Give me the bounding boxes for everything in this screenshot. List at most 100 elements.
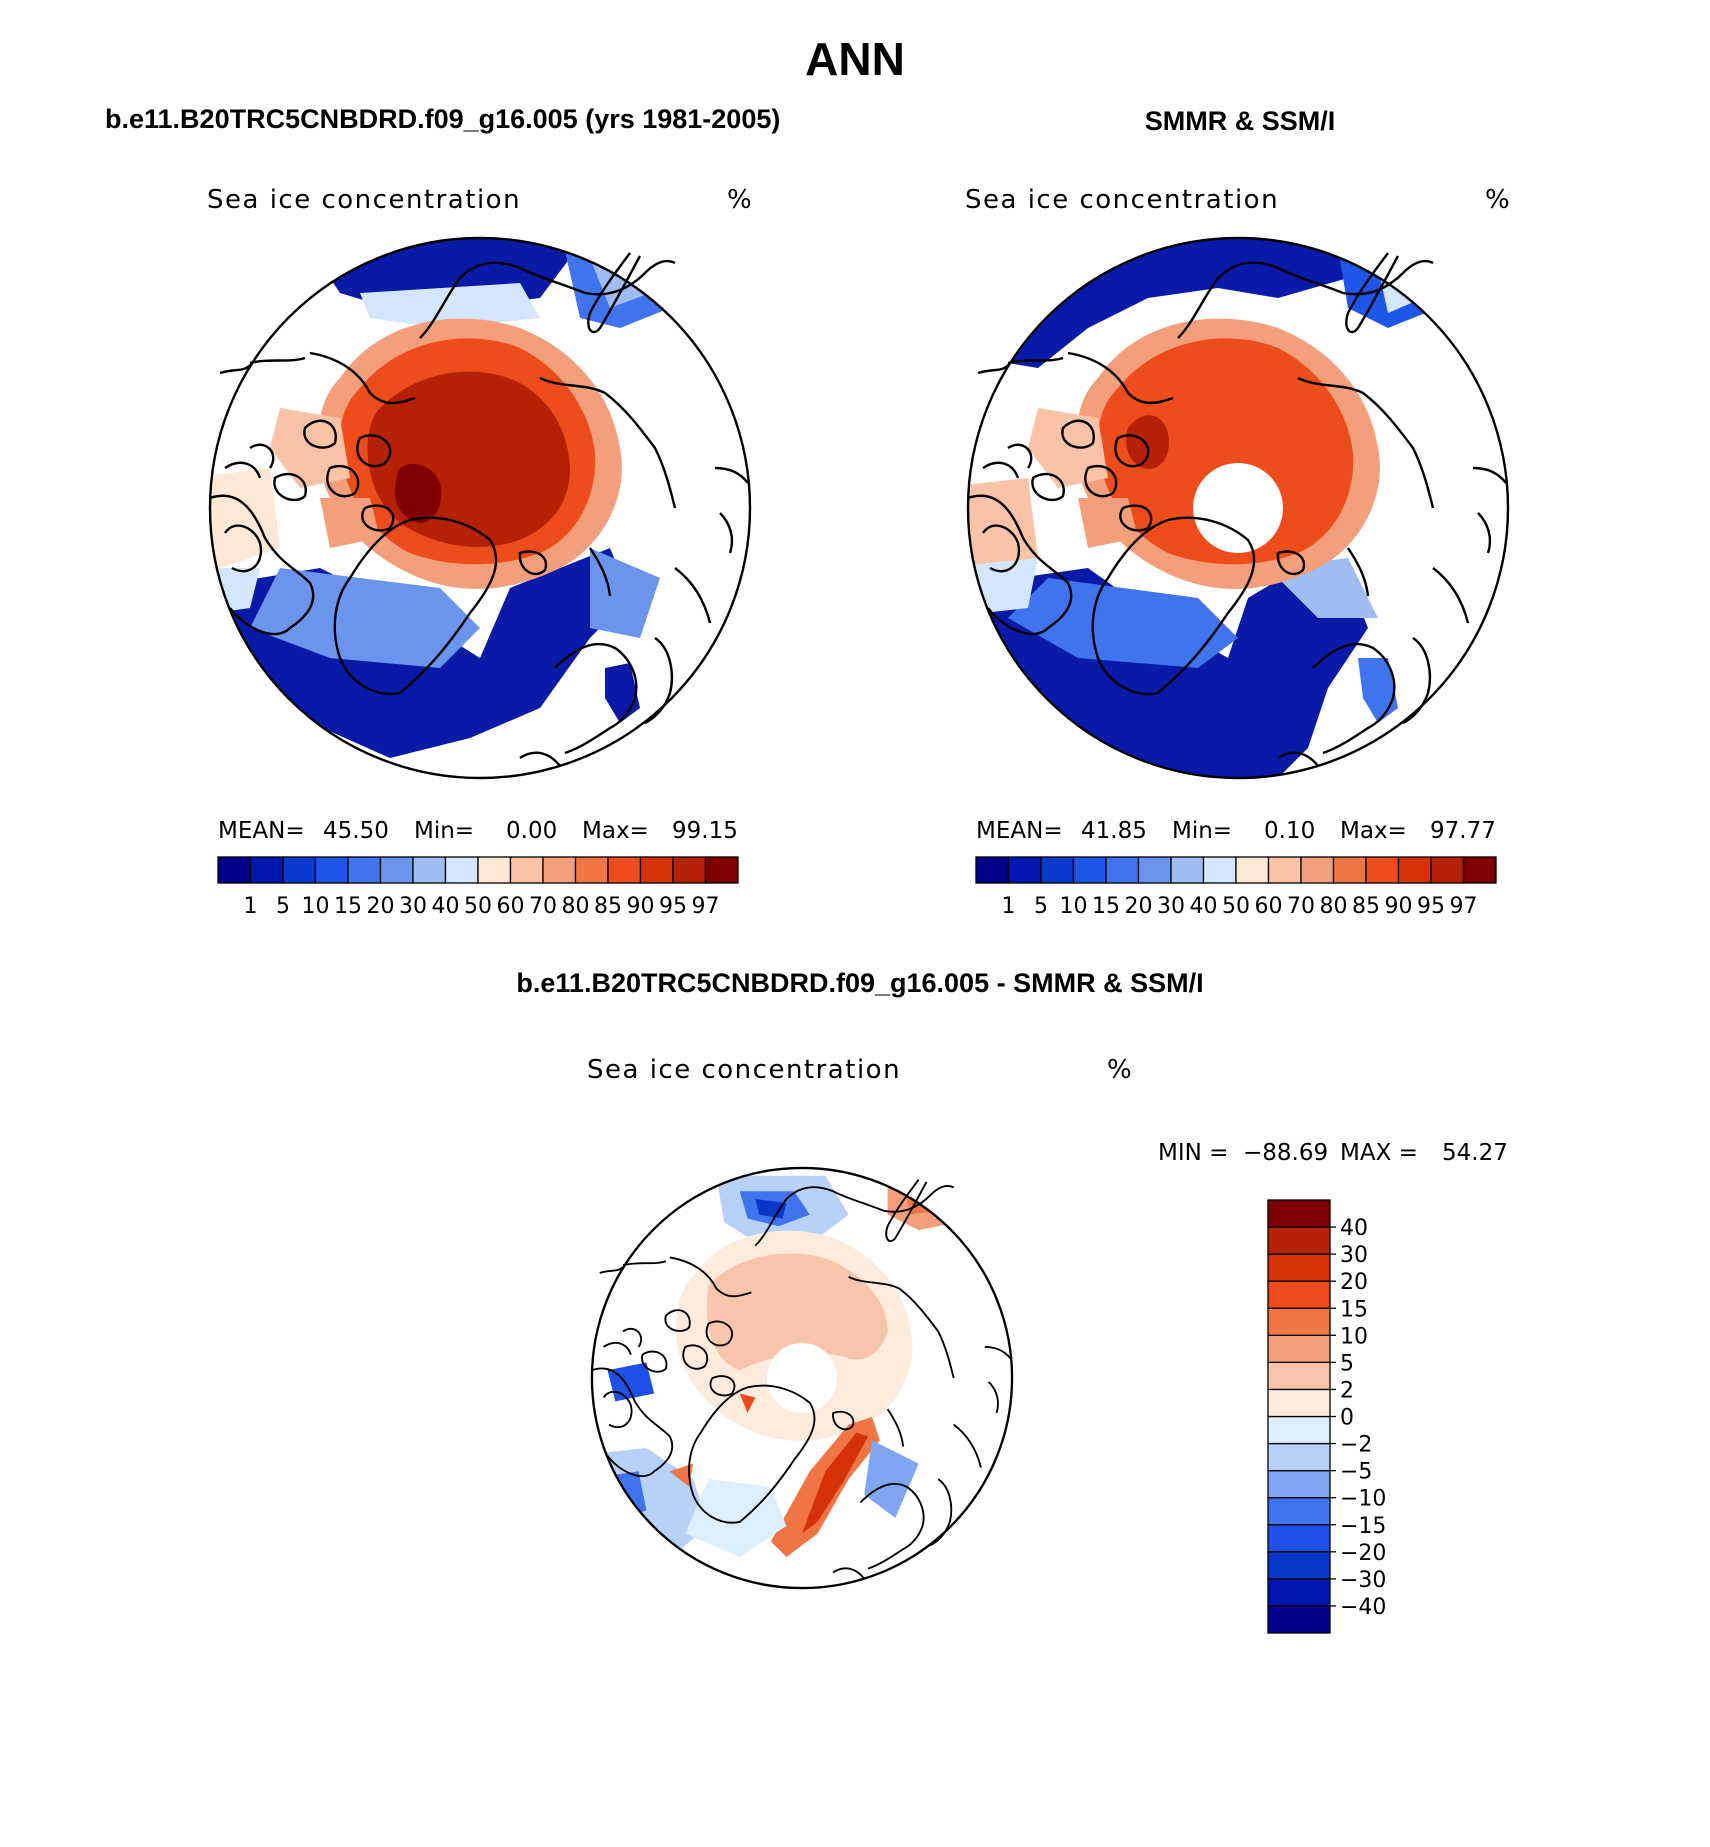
colorbar-model: 1 5 10 15 20 30 40 50 60 70 80 85 90 95 97 — [217, 856, 739, 919]
colorbar-tick-label: 50 — [1222, 894, 1250, 919]
colorbar-tick-label: −40 — [1340, 1595, 1386, 1620]
polar-map-diff — [590, 1166, 1014, 1590]
colorbar-tick-label: 20 — [1125, 894, 1153, 919]
colorbar-swatch — [1397, 856, 1432, 884]
colorbar-swatch — [249, 856, 284, 884]
colorbar-swatch — [1137, 856, 1172, 884]
stats-model: MEAN= 45.50 Min= 0.00 Max= 99.15 — [218, 818, 738, 844]
colorbar-tick-label: 40 — [432, 894, 460, 919]
colorbar-obs: 1 5 10 15 20 30 40 50 60 70 80 85 90 95 97 — [975, 856, 1497, 919]
colorbar-tick-label: 15 — [1092, 894, 1120, 919]
colorbar-tick-label: 15 — [1340, 1297, 1368, 1322]
panel-title-model: b.e11.B20TRC5CNBDRD.f09_g16.005 (yrs 198… — [105, 104, 780, 134]
colorbar-swatch — [1040, 856, 1075, 884]
colorbar-tick-label: 95 — [1417, 894, 1445, 919]
colorbar-tick-label: 40 — [1340, 1216, 1368, 1241]
colorbar-swatch — [379, 856, 414, 884]
colorbar-tick-label: 85 — [594, 894, 622, 919]
colorbar-tick-label: 30 — [1340, 1243, 1368, 1268]
colorbar-swatch — [1267, 1442, 1331, 1472]
colorbar-swatch — [444, 856, 479, 884]
colorbar-swatch — [1267, 1253, 1331, 1282]
min-value: 0.00 — [506, 818, 557, 844]
colorbar-swatch — [1332, 856, 1367, 884]
colorbar-swatch — [1267, 1551, 1331, 1580]
panel-title-obs: SMMR & SSM/I — [1145, 106, 1336, 136]
colorbar-tick-label: 5 — [276, 894, 290, 919]
colorbar-tick-label: 70 — [1287, 894, 1315, 919]
panel-diff: b.e11.B20TRC5CNBDRD.f09_g16.005 - SMMR &… — [516, 968, 1508, 1634]
max-value: 97.77 — [1430, 818, 1496, 844]
colorbar-tick-label: 20 — [367, 894, 395, 919]
mean-label: MEAN= — [976, 818, 1063, 844]
colorbar-tick-label: 97 — [1450, 894, 1478, 919]
colorbar-swatch — [542, 856, 577, 884]
colorbar-swatch — [1462, 856, 1497, 884]
colorbar-tick-label: 10 — [1340, 1324, 1368, 1349]
colorbar-swatch — [1267, 1605, 1331, 1634]
colorbar-tick-label: 60 — [1255, 894, 1283, 919]
colorbar-tick-label: 60 — [497, 894, 525, 919]
colorbar-swatch — [509, 856, 544, 884]
colorbar-swatch — [975, 856, 1010, 884]
colorbar-swatch — [1072, 856, 1107, 884]
colorbar-tick-label: 1 — [244, 894, 258, 919]
colorbar-swatch — [1267, 1280, 1331, 1309]
stats-obs: MEAN= 41.85 Min= 0.10 Max= 97.77 — [976, 818, 1496, 844]
colorbar-swatch — [639, 856, 674, 884]
colorbar-tick-label: −30 — [1340, 1568, 1386, 1593]
mean-value: 45.50 — [323, 818, 389, 844]
max-value: 54.27 — [1442, 1140, 1508, 1166]
units-label: % — [1107, 1055, 1132, 1085]
mean-label: MEAN= — [218, 818, 305, 844]
colorbar-swatch — [607, 856, 642, 884]
colorbar-swatch — [347, 856, 382, 884]
colorbar-swatch — [1105, 856, 1140, 884]
colorbar-tick-label: −15 — [1340, 1514, 1386, 1539]
colorbar-tick-label: −20 — [1340, 1541, 1386, 1566]
colorbar-tick-label: 10 — [302, 894, 330, 919]
polar-map-model — [208, 236, 752, 780]
colorbar-swatch — [1267, 1524, 1331, 1553]
units-label: % — [1485, 185, 1510, 215]
colorbar-swatch — [1267, 1578, 1331, 1607]
colorbar-swatch — [282, 856, 317, 884]
mean-value: 41.85 — [1081, 818, 1147, 844]
colorbar-swatch — [574, 856, 609, 884]
variable-label: Sea ice concentration — [587, 1055, 901, 1085]
colorbar-swatch — [1267, 1361, 1331, 1391]
colorbar-swatch — [1267, 1199, 1331, 1228]
colorbar-swatch — [1365, 856, 1400, 884]
colorbar-swatch — [1267, 1307, 1331, 1336]
colorbar-swatch — [1235, 856, 1270, 884]
colorbar-tick-label: 40 — [1190, 894, 1218, 919]
colorbar-swatch — [672, 856, 707, 884]
colorbar-swatch — [704, 856, 739, 884]
colorbar-tick-label: 70 — [529, 894, 557, 919]
colorbar-tick-label: 1 — [1002, 894, 1016, 919]
colorbar-tick-label: 80 — [1320, 894, 1348, 919]
panel-model: b.e11.B20TRC5CNBDRD.f09_g16.005 (yrs 198… — [105, 104, 780, 919]
colorbar-swatch — [1267, 1388, 1331, 1418]
colorbar-tick-label: 15 — [334, 894, 362, 919]
colorbar-tick-label: 95 — [659, 894, 687, 919]
colorbar-tick-label: 5 — [1340, 1351, 1354, 1376]
panel-obs: SMMR & SSM/I Sea ice concentration % — [965, 106, 1510, 919]
max-label: MAX = — [1340, 1140, 1418, 1166]
units-label: % — [727, 185, 752, 215]
colorbar-tick-label: 10 — [1060, 894, 1088, 919]
colorbar-swatch — [412, 856, 447, 884]
colorbar-tick-label: 5 — [1034, 894, 1048, 919]
colorbar-swatch — [217, 856, 252, 884]
variable-label: Sea ice concentration — [965, 185, 1279, 215]
min-value: 0.10 — [1264, 818, 1315, 844]
min-label: Min= — [1172, 818, 1232, 844]
max-label: Max= — [582, 818, 649, 844]
colorbar-tick-label: 97 — [692, 894, 720, 919]
colorbar-tick-label: −2 — [1340, 1433, 1372, 1458]
colorbar-swatch — [1267, 1415, 1331, 1445]
colorbar-swatch — [1267, 1497, 1331, 1526]
variable-label: Sea ice concentration — [207, 185, 521, 215]
figure-title: ANN — [805, 33, 905, 85]
